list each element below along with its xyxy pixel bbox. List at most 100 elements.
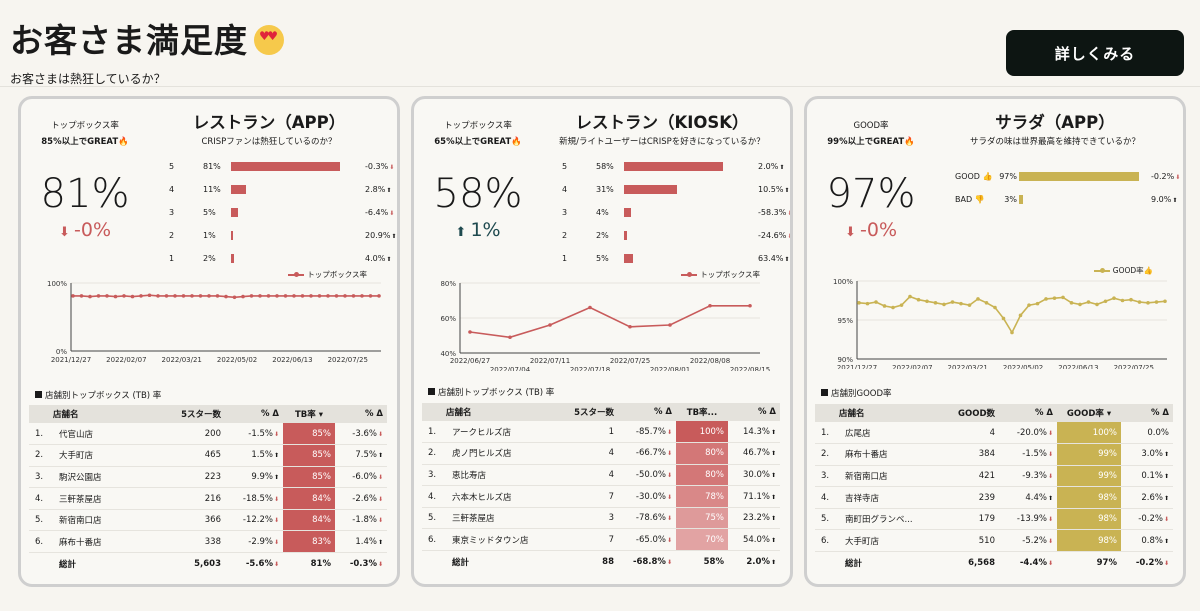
rate-cell: 98% [1057,508,1121,531]
table-row[interactable]: 5. 新宿南口店 366 -12.2%⬇ 84% -1.8%⬇ [29,509,387,532]
data-point [215,294,220,298]
store-name: 代官山店 [55,423,155,446]
x-tick-label: 2022/07/25 [1114,364,1154,369]
table-row[interactable]: 2. 麻布十番店 384 -1.5%⬇ 99% 3.0%⬆ [815,443,1173,466]
distribution-bar [624,253,633,263]
data-point [628,324,632,329]
section-title: 店舗別トップボックス (TB) 率 [35,389,161,401]
table-row[interactable]: 4. 六本木ヒルズ店 7 -30.0%⬇ 78% 71.1%⬆ [422,485,780,508]
arrow-up-icon: ⬆ [391,232,397,240]
data-point [1018,313,1023,318]
data-point [181,294,186,298]
chart-legend: トップボックス率 [288,269,367,280]
rate-cell: 70% [676,528,728,552]
table-row[interactable]: 6. 大手町店 510 -5.2%⬇ 98% 0.8%⬆ [815,529,1173,553]
column-header-name[interactable]: 店舗名 [815,404,929,422]
store-name: 麻布十番店 [841,443,929,466]
arrow-down-icon: ⬇ [273,538,279,546]
column-header[interactable]: GOOD数 [929,404,999,422]
divider [0,86,1200,87]
table-total-row: 総計 6,568 -4.4%⬇ 97% -0.2%⬇ [815,552,1173,574]
column-header-name[interactable]: 店舗名 [422,403,548,421]
delta-cell: 9.9%⬆ [225,466,283,489]
table-body: 1. アークヒルズ店 1 -85.7%⬇ 100% 14.3%⬆ 2. 虎ノ門ヒルズ店 4 -66… [422,421,780,572]
distribution-bar-track [231,230,351,240]
data-point [105,294,109,298]
data-point [1154,300,1159,304]
column-header[interactable]: % Δ [618,403,676,421]
count-cell: 216 [155,487,225,510]
store-name: 三軒茶屋店 [55,487,155,510]
table-row[interactable]: 1. 代官山店 200 -1.5%⬇ 85% -3.6%⬇ [29,423,387,446]
distribution-pct: 81% [203,161,221,171]
table-row[interactable]: 3. 新宿南口店 421 -9.3%⬇ 99% 0.1%⬆ [815,465,1173,488]
row-index: 5. [815,508,841,531]
table-row[interactable]: 4. 吉祥寺店 239 4.4%⬆ 98% 2.6%⬆ [815,486,1173,509]
arrow-down-icon: ⬇ [377,560,383,568]
row-index: 6. [815,529,841,553]
delta-cell: -9.3%⬇ [999,465,1057,488]
data-point [1052,296,1057,300]
delta-value: -1.8% [352,515,377,526]
column-header[interactable]: % Δ [728,403,780,421]
data-point [857,301,861,305]
delta-value: -2.9% [248,536,273,547]
kpi-value: 58% [433,171,523,217]
kpi-value: 81% [40,171,130,217]
data-point [241,294,245,299]
delta-cell: -5.2%⬇ [999,529,1057,553]
row-index: 3. [422,464,448,487]
table-row[interactable]: 1. 広尾店 4 -20.0%⬇ 100% 0.0% [815,422,1173,445]
distribution-bar [624,184,677,194]
data-point [916,297,921,302]
count-cell: 4 [548,464,618,487]
line-chart-svg: 100% 0%2021/12/27 2022/02/07 2022/03/21 2022… [47,280,381,364]
column-header[interactable]: % Δ [1121,404,1173,422]
column-header[interactable]: GOOD率 ▾ [1057,404,1121,422]
distribution-row: 3 5% -6.4%⬇ [169,205,394,219]
distribution-row: 3 4% -58.3%⬇ [562,205,790,219]
distribution-delta-value: -0.3% [365,161,389,171]
rate-cell: 78% [676,485,728,508]
x-tick-label: 2022/02/07 [892,364,932,369]
store-name: アークヒルズ店 [448,421,548,444]
table-row[interactable]: 6. 麻布十番店 338 -2.9%⬇ 83% 1.4%⬆ [29,530,387,554]
delta-cell: -13.9%⬇ [999,508,1057,531]
column-header[interactable]: TB率... [676,403,728,421]
card-title: レストラン（APP） [192,113,346,132]
data-point [96,294,101,298]
detail-button[interactable]: 詳しくみる [1006,30,1184,76]
delta-value: -1.5% [248,428,273,439]
column-header[interactable]: 5スター数 [155,405,225,423]
column-header[interactable]: % Δ [225,405,283,423]
data-point [1035,301,1040,306]
column-header[interactable]: % Δ [335,405,387,423]
rate-cell: 80% [676,442,728,465]
distribution-label: 2 [169,230,175,240]
table-row[interactable]: 4. 三軒茶屋店 216 -18.5%⬇ 84% -2.6%⬇ [29,487,387,510]
arrow-down-icon: ⬇ [666,428,672,436]
table-row[interactable]: 3. 恵比寿店 4 -50.0%⬇ 80% 30.0%⬆ [422,464,780,487]
delta-cell: 23.2%⬆ [728,507,780,530]
page-subtitle: お客さまは熱狂しているか？ [10,72,166,86]
column-header-name[interactable]: 店舗名 [29,405,155,423]
total-delta-value: -4.4% [1019,557,1047,568]
arrow-up-icon: ⬆ [1163,472,1169,480]
count-cell: 465 [155,444,225,467]
delta-cell: -2.6%⬇ [335,487,387,510]
table-row[interactable]: 2. 大手町店 465 1.5%⬆ 85% 7.5%⬆ [29,444,387,467]
distribution-pct: 5% [596,253,609,263]
x-tick-label: 2022/05/02 [217,356,257,364]
table-row[interactable]: 5. 三軒茶屋店 3 -78.6%⬇ 75% 23.2%⬆ [422,507,780,530]
table-row[interactable]: 1. アークヒルズ店 1 -85.7%⬇ 100% 14.3%⬆ [422,421,780,444]
table-row[interactable]: 5. 南町田グランベ... 179 -13.9%⬇ 98% -0.2%⬇ [815,508,1173,531]
column-header[interactable]: TB率 ▾ [283,405,335,423]
column-header[interactable]: 5スター数 [548,403,618,421]
table-row[interactable]: 6. 東京ミッドタウン店 7 -65.0%⬇ 70% 54.0%⬆ [422,528,780,552]
data-point [976,297,980,301]
column-header[interactable]: % Δ [999,404,1057,422]
table-row[interactable]: 3. 駒沢公園店 223 9.9%⬆ 85% -6.0%⬇ [29,466,387,489]
count-cell: 223 [155,466,225,489]
x-tick-label: 2021/12/27 [51,356,91,364]
table-row[interactable]: 2. 虎ノ門ヒルズ店 4 -66.7%⬇ 80% 46.7%⬆ [422,442,780,465]
